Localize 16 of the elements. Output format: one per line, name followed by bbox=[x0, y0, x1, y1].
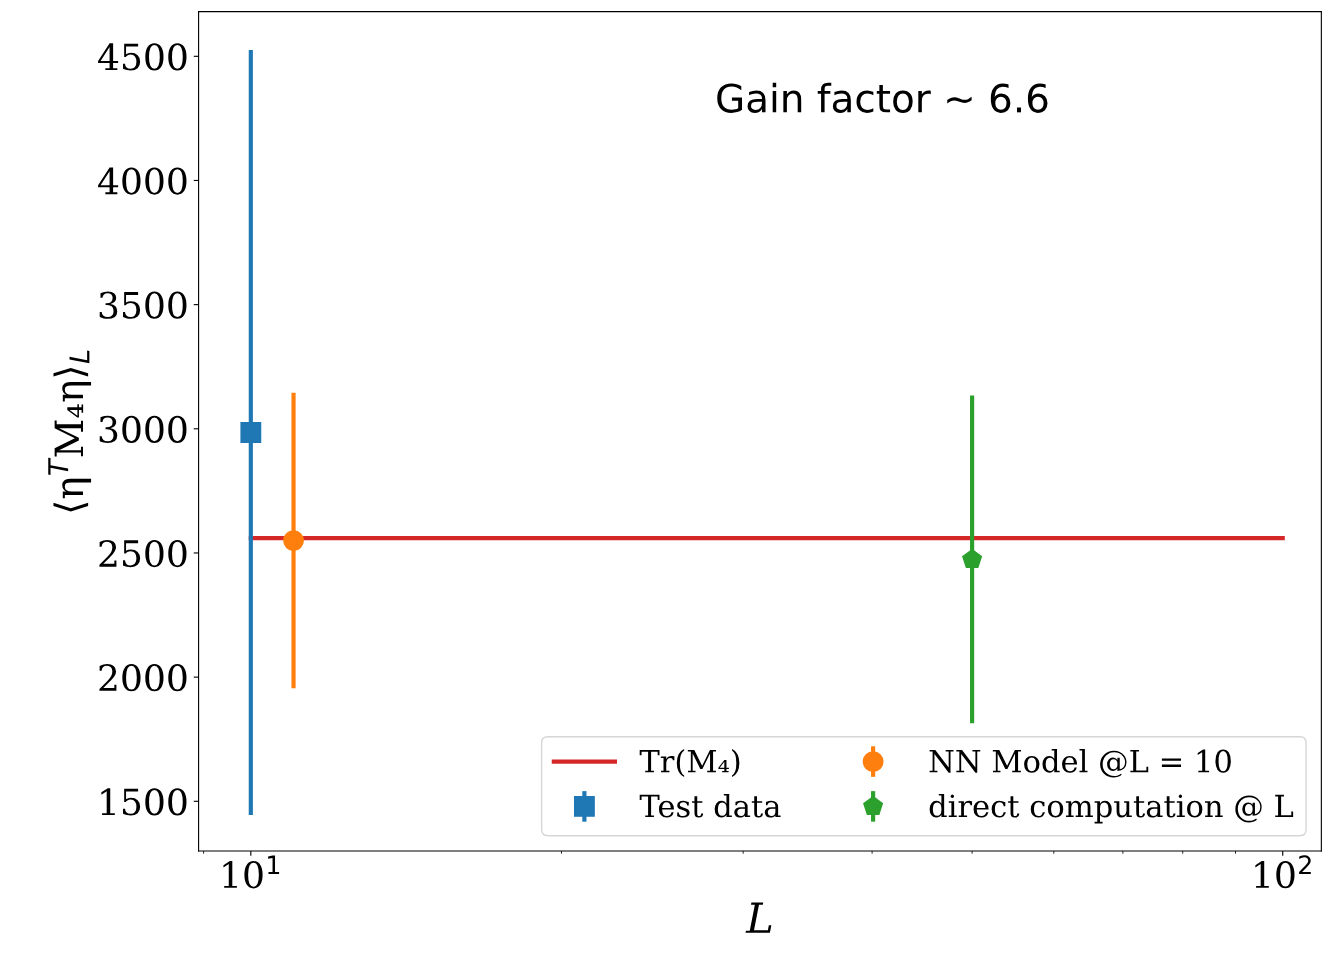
x-tick-label: 10$^{2}$ bbox=[1255, 855, 1311, 889]
annotation: Gain factor ~ 6.6 bbox=[717, 82, 1048, 113]
legend-label: Test data bbox=[639, 793, 781, 818]
y-tick-label: 1500 bbox=[101, 788, 187, 816]
y-tick-label: 4500 bbox=[98, 43, 187, 71]
legend-label: Tr(M₄) bbox=[639, 749, 740, 778]
x-tick-label: 10$^{1}$ bbox=[223, 855, 280, 889]
y-tick-label: 3500 bbox=[99, 291, 187, 319]
legend-label: direct computation @ L bbox=[929, 793, 1294, 824]
y-tick-label: 4000 bbox=[98, 167, 187, 195]
y-tick-label: 2500 bbox=[99, 539, 187, 568]
x-axis-title: L bbox=[745, 902, 772, 933]
y-axis-title: ⟨η$^{T}$M₄η⟩$_{L}$ bbox=[48, 350, 92, 512]
y-tick-label: 2000 bbox=[99, 664, 187, 692]
y-tick-label: 3000 bbox=[99, 415, 187, 444]
legend-label: NN Model @L = 10 bbox=[929, 749, 1231, 778]
